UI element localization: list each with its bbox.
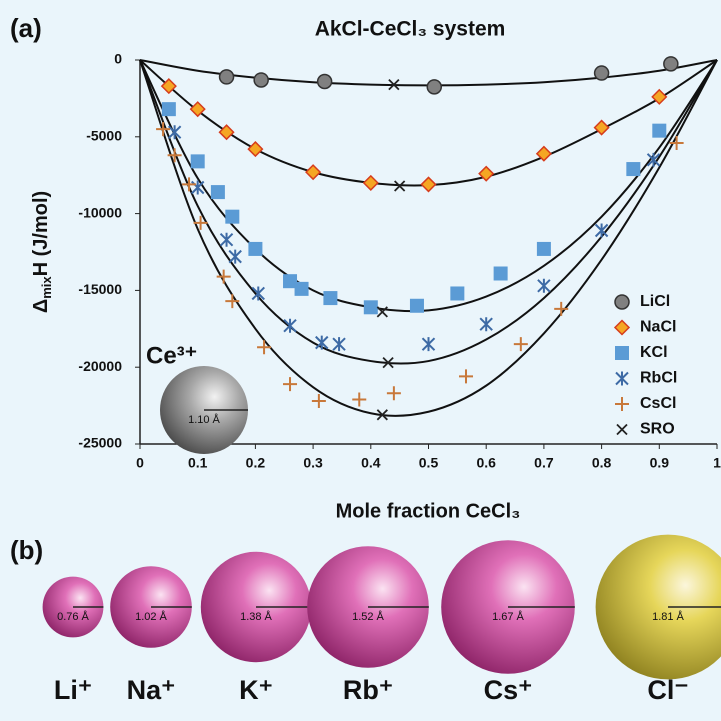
marker xyxy=(364,176,378,190)
x-tick-label: 1 xyxy=(713,455,721,471)
ion-label: Rb⁺ xyxy=(343,675,393,705)
legend-label: KCl xyxy=(640,344,668,361)
marker xyxy=(284,319,296,333)
marker xyxy=(427,80,441,94)
ion-label: Cl⁻ xyxy=(647,675,688,705)
marker xyxy=(194,216,208,230)
marker xyxy=(480,317,492,331)
marker xyxy=(191,154,205,168)
marker xyxy=(616,372,628,386)
marker xyxy=(162,102,176,116)
radius-label: 1.67 Å xyxy=(492,610,524,623)
y-axis-label: ΔmixH (J/mol) xyxy=(30,191,54,313)
radius-label: 1.52 Å xyxy=(352,610,384,623)
legend-label: NaCl xyxy=(640,319,676,336)
marker xyxy=(283,377,297,391)
marker xyxy=(595,66,609,80)
ion-label: Na⁺ xyxy=(127,675,176,705)
legend-label: LiCl xyxy=(640,293,670,310)
marker xyxy=(423,337,435,351)
marker xyxy=(229,250,241,264)
x-tick-label: 0.1 xyxy=(188,455,208,471)
x-tick-label: 0.9 xyxy=(650,455,670,471)
figure: (a) AkCl-CeCl₃ system Mole fraction CeCl… xyxy=(0,0,721,721)
x-axis-label: Mole fraction CeCl₃ xyxy=(336,500,521,522)
legend-label: SRO xyxy=(640,421,675,438)
marker xyxy=(248,142,262,156)
marker xyxy=(514,337,528,351)
marker xyxy=(538,279,550,293)
marker xyxy=(323,291,337,305)
y-label-part: H (J/mol) xyxy=(30,191,52,277)
y-tick-label: -15000 xyxy=(78,281,122,297)
marker xyxy=(387,386,401,400)
marker xyxy=(318,75,332,89)
marker xyxy=(617,425,627,435)
marker xyxy=(554,302,568,316)
marker xyxy=(312,394,326,408)
marker xyxy=(626,162,640,176)
ion-label: Cs⁺ xyxy=(484,675,533,705)
marker xyxy=(225,210,239,224)
marker xyxy=(615,346,629,360)
x-tick-label: 0.8 xyxy=(592,455,612,471)
legend-label: RbCl xyxy=(640,370,677,387)
y-tick-label: -5000 xyxy=(86,128,122,144)
x-tick-label: 0.6 xyxy=(476,455,496,471)
y-label-part: Δ xyxy=(30,299,52,313)
marker xyxy=(192,180,204,194)
marker xyxy=(221,233,233,247)
x-tick-label: 0.4 xyxy=(361,455,381,471)
marker xyxy=(220,70,234,84)
radius-label: 1.38 Å xyxy=(240,610,272,623)
marker xyxy=(422,177,436,191)
marker xyxy=(182,177,196,191)
panel-label: (a) xyxy=(10,13,42,43)
x-tick-label: 0 xyxy=(136,455,144,471)
marker xyxy=(257,340,271,354)
marker xyxy=(459,369,473,383)
marker xyxy=(306,165,320,179)
radius-label: 1.10 Å xyxy=(188,413,220,426)
marker xyxy=(225,294,239,308)
marker xyxy=(333,337,345,351)
marker xyxy=(537,242,551,256)
panel-label: (b) xyxy=(10,535,43,565)
x-tick-label: 0.7 xyxy=(534,455,554,471)
marker xyxy=(364,300,378,314)
marker xyxy=(352,392,366,406)
marker xyxy=(410,299,424,313)
marker xyxy=(316,336,328,350)
ion-label: Ce³⁺ xyxy=(146,342,197,369)
marker xyxy=(169,125,181,139)
marker xyxy=(615,321,629,335)
radius-label: 0.76 Å xyxy=(57,610,89,623)
ion-label: K⁺ xyxy=(239,675,273,705)
marker xyxy=(248,242,262,256)
marker xyxy=(494,267,508,281)
marker xyxy=(295,282,309,296)
marker xyxy=(252,286,264,300)
radius-label: 1.81 Å xyxy=(652,610,684,623)
y-tick-label: -10000 xyxy=(78,204,122,220)
y-tick-label: -25000 xyxy=(78,435,122,451)
marker xyxy=(211,185,225,199)
x-tick-label: 0.5 xyxy=(419,455,439,471)
x-tick-label: 0.2 xyxy=(246,455,266,471)
y-tick-label: 0 xyxy=(114,51,122,67)
marker xyxy=(254,73,268,87)
marker xyxy=(652,124,666,138)
legend-label: CsCl xyxy=(640,395,676,412)
chart-title: AkCl-CeCl₃ system xyxy=(315,18,506,41)
y-label-sub: mix xyxy=(39,276,54,299)
marker xyxy=(615,397,629,411)
marker xyxy=(664,57,678,71)
radius-label: 1.02 Å xyxy=(135,610,167,623)
ion-label: Li⁺ xyxy=(54,675,92,705)
x-tick-label: 0.3 xyxy=(303,455,323,471)
marker xyxy=(615,295,629,309)
y-tick-label: -20000 xyxy=(78,358,122,374)
marker xyxy=(450,286,464,300)
